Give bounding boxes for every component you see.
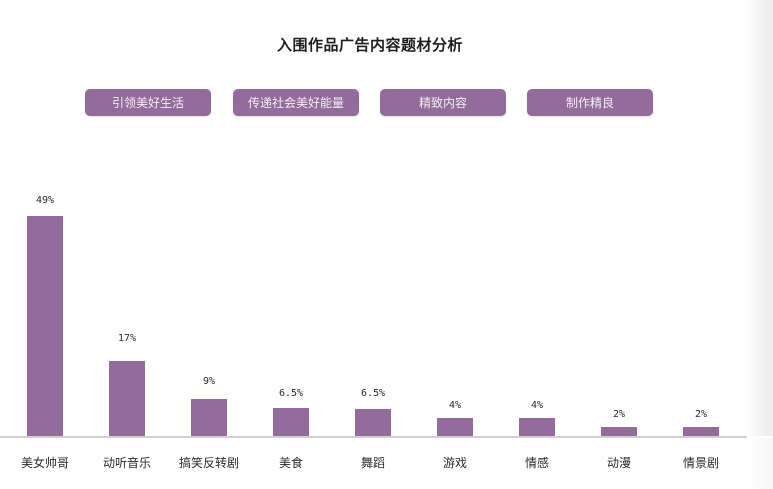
tag-button-lead-better-life[interactable]: 引领美好生活 (85, 89, 211, 116)
bar-value-label: 4% (448, 400, 462, 411)
bar-game (437, 418, 473, 437)
category-label: 美食 (278, 456, 303, 470)
page-edge-shadow (747, 0, 773, 436)
bar-sitcom (683, 427, 719, 437)
bar-comedy-twist (191, 399, 227, 437)
x-axis-line (0, 436, 747, 438)
category-label: 搞笑反转剧 (178, 456, 239, 470)
bar-value-label: 6.5% (360, 388, 386, 399)
bar-food (273, 408, 309, 437)
bar-value-label: 6.5% (278, 388, 304, 399)
bar-chart: 49% 美女帅哥 17% 动听音乐 9% 搞笑反转剧 6.5% 美食 6.5% … (0, 195, 747, 470)
tag-button-refined-content[interactable]: 精致内容 (380, 89, 506, 116)
bar-value-label: 2% (612, 409, 626, 420)
category-label: 动漫 (606, 456, 631, 470)
bar-value-label: 2% (694, 409, 708, 420)
bar-anime (601, 427, 637, 437)
tag-button-positive-energy[interactable]: 传递社会美好能量 (233, 89, 359, 116)
category-label: 情感 (524, 456, 549, 470)
bar-value-label: 17% (117, 333, 137, 344)
bar-emotion (519, 418, 555, 437)
bar-value-label: 49% (35, 195, 55, 206)
page-edge-shadow-bottom (747, 438, 773, 489)
chart-title: 入围作品广告内容题材分析 (276, 36, 463, 54)
bar-value-label: 4% (530, 400, 544, 411)
category-label: 美女帅哥 (20, 456, 69, 470)
category-label: 游戏 (442, 456, 467, 470)
tag-button-fine-production[interactable]: 制作精良 (527, 89, 653, 116)
category-label: 情景剧 (682, 456, 719, 470)
bar-beauty-handsome (27, 216, 63, 437)
bar-dance (355, 409, 391, 437)
bar-music (109, 361, 145, 437)
category-label: 舞蹈 (360, 456, 385, 470)
category-label: 动听音乐 (102, 456, 151, 470)
bar-value-label: 9% (202, 376, 216, 387)
